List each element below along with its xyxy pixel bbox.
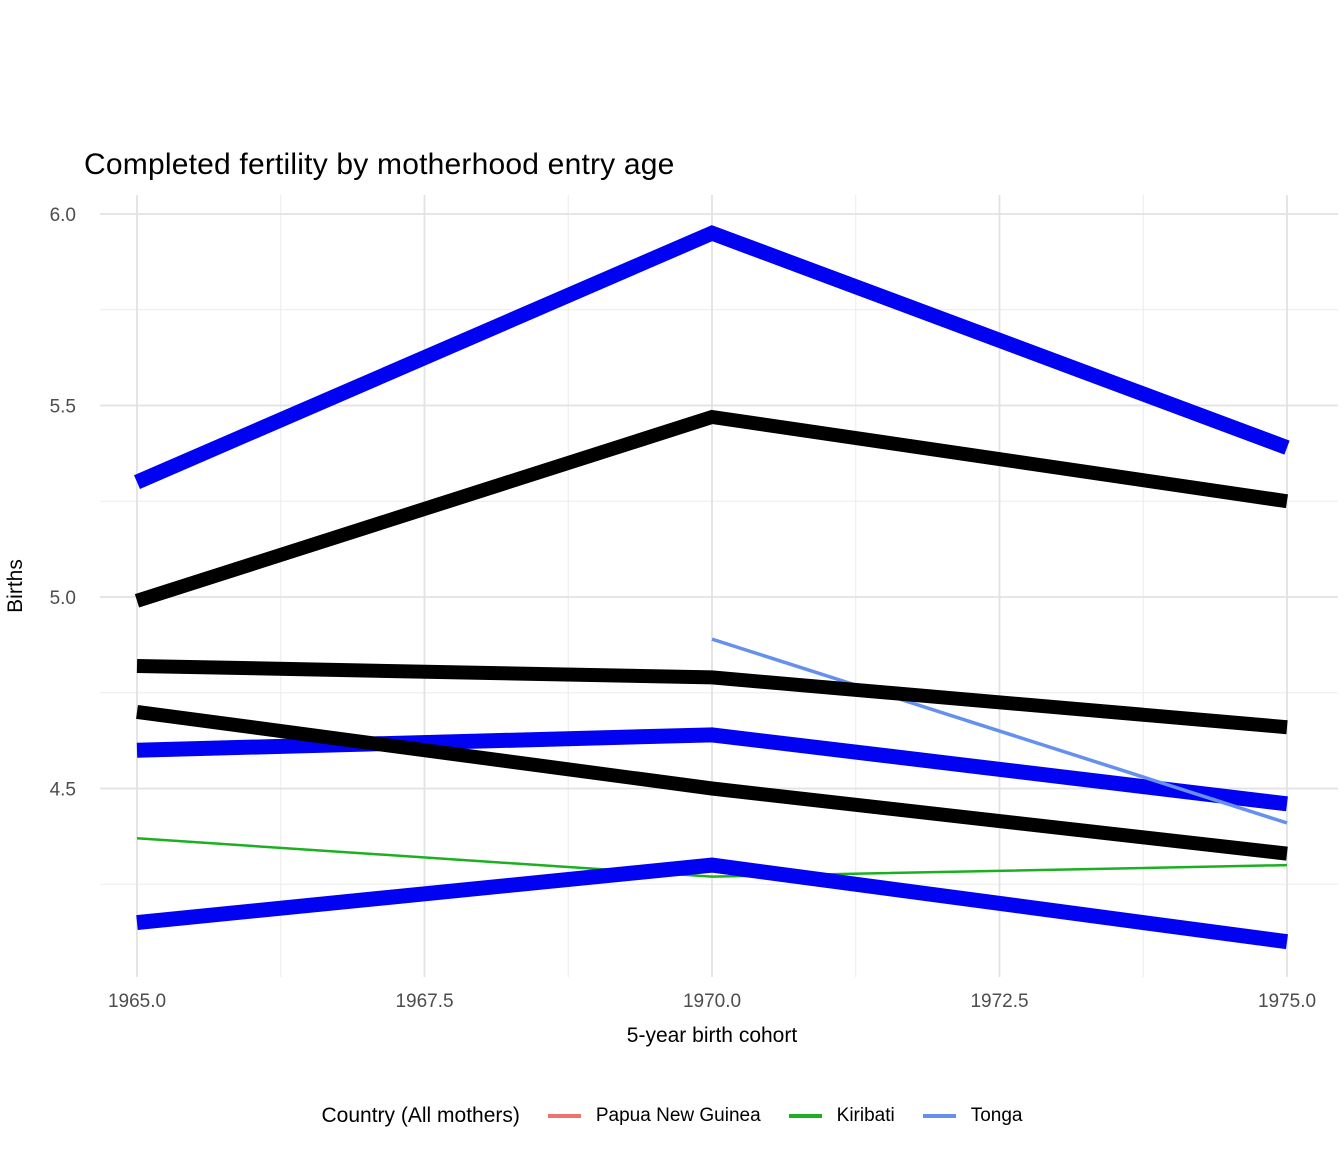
x-tick-label: 1970.0 — [683, 991, 741, 1012]
gridlines-minor — [100, 195, 1338, 977]
legend-label: Tonga — [970, 1105, 1023, 1126]
series-line-tonga-thin — [711, 637, 1288, 825]
x-tick-label: 1965.0 — [108, 991, 166, 1012]
legend-item: Tonga — [922, 1105, 1023, 1127]
legend: Country (All mothers) Papua New Guinea Ki… — [0, 1098, 1344, 1134]
series-line-bold-blue-lower — [136, 857, 1288, 950]
series-line-bold-black-upper — [134, 409, 1289, 608]
y-tick-label: 5.5 — [50, 397, 76, 418]
y-tick-label: 4.5 — [50, 780, 76, 801]
y-axis-title: Births — [4, 559, 27, 613]
legend-label: Kiribati — [836, 1105, 895, 1126]
legend-label: Papua New Guinea — [595, 1105, 761, 1126]
legend-key-line-icon — [788, 1114, 822, 1118]
plot-canvas: 6.0 5.5 5.0 4.5 1965.0 1967.5 1970.0 1972.5 197… — [4, 195, 1338, 1047]
x-axis-tick-labels: 1965.0 1967.5 1970.0 1972.5 1975.0 — [108, 991, 1316, 1012]
x-tick-label: 1975.0 — [1258, 991, 1316, 1012]
series-line-bold-blue-upper — [134, 225, 1290, 489]
x-tick-label: 1967.5 — [395, 991, 453, 1012]
legend-item: Kiribati — [788, 1105, 895, 1127]
chart-title: Completed fertility by motherhood entry … — [84, 148, 675, 181]
y-tick-label: 5.0 — [50, 588, 76, 609]
y-axis-tick-labels: 6.0 5.5 5.0 4.5 — [50, 205, 76, 801]
series-line-bold-black-middle — [136, 658, 1288, 735]
legend-key-line-icon — [547, 1114, 581, 1118]
gridlines-major — [100, 195, 1338, 977]
series-lines — [134, 225, 1290, 950]
series-line-bold-blue-middle — [136, 727, 1288, 812]
x-tick-label: 1972.5 — [970, 991, 1028, 1012]
series-line-kiribati-thin — [136, 837, 1288, 878]
x-axis-title: 5-year birth cohort — [627, 1024, 798, 1047]
series-line-bold-black-lower — [136, 704, 1288, 861]
legend-item: Papua New Guinea — [547, 1105, 761, 1127]
y-tick-label: 6.0 — [50, 205, 76, 226]
legend-key-line-icon — [922, 1114, 956, 1118]
legend-title: Country (All mothers) — [321, 1104, 520, 1127]
